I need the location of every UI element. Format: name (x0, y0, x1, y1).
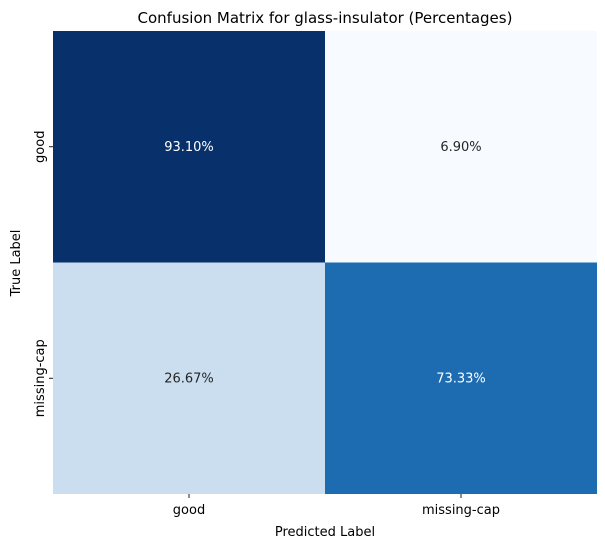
cell-label-r1-c0: 26.67% (164, 371, 214, 386)
heatmap-cells (53, 31, 597, 494)
heatmap-cell-r0-c1 (325, 31, 597, 263)
y-axis-label: True Label (9, 230, 24, 298)
heatmap-cell-r0-c0 (53, 31, 325, 263)
heatmap-cell-r1-c0 (53, 262, 325, 494)
y-tick-label-1: missing-cap (33, 339, 48, 417)
cell-label-r0-c1: 6.90% (440, 140, 481, 155)
y-tick-label-0: good (33, 131, 48, 163)
x-tick-label-1: missing-cap (422, 503, 500, 518)
cell-label-r0-c0: 93.10% (164, 140, 214, 155)
x-tick-label-0: good (173, 503, 205, 518)
cell-label-r1-c1: 73.33% (436, 371, 486, 386)
heatmap-cell-r1-c1 (325, 262, 597, 494)
chart-title: Confusion Matrix for glass-insulator (Pe… (138, 9, 513, 27)
heatmap-cell-labels: 93.10% 6.90% 26.67% 73.33% (164, 140, 486, 387)
y-axis-ticks: good missing-cap (33, 131, 53, 417)
x-axis-label: Predicted Label (275, 525, 375, 540)
x-axis-ticks: good missing-cap (173, 494, 500, 518)
